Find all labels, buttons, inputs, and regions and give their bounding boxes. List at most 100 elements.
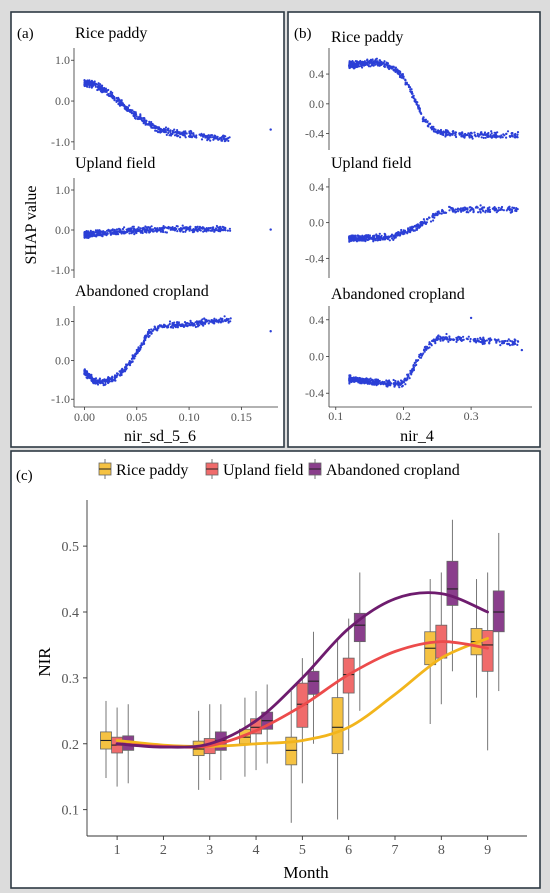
point xyxy=(186,322,189,325)
point xyxy=(224,139,227,142)
point xyxy=(466,207,469,210)
point xyxy=(213,320,216,323)
point xyxy=(83,234,86,237)
point xyxy=(90,376,93,379)
point xyxy=(123,226,126,229)
point xyxy=(169,132,172,135)
y-tick-label: 1.0 xyxy=(55,183,70,197)
point xyxy=(150,229,153,232)
point xyxy=(99,382,102,385)
point xyxy=(133,354,136,357)
point xyxy=(471,135,474,138)
point xyxy=(499,136,502,139)
trend-curve xyxy=(115,591,489,749)
point xyxy=(203,134,206,137)
point xyxy=(511,132,514,135)
point xyxy=(176,225,179,228)
point xyxy=(461,208,464,211)
point xyxy=(375,378,378,381)
point xyxy=(430,128,433,131)
point xyxy=(507,338,510,341)
point xyxy=(204,321,207,324)
x-tick-label: 0.10 xyxy=(179,410,200,424)
point xyxy=(174,325,177,328)
point xyxy=(445,129,448,132)
point xyxy=(423,350,426,353)
point xyxy=(125,231,128,234)
point xyxy=(436,338,439,341)
point xyxy=(475,339,479,343)
point xyxy=(111,378,114,381)
point xyxy=(120,101,123,104)
point xyxy=(363,379,366,382)
subplot-title: Rice paddy xyxy=(75,25,147,42)
point xyxy=(103,378,106,381)
point xyxy=(427,216,431,219)
point xyxy=(358,380,361,383)
points xyxy=(83,224,272,239)
point xyxy=(432,127,436,130)
point xyxy=(170,227,173,230)
point xyxy=(409,88,412,91)
point xyxy=(463,135,466,138)
point xyxy=(89,80,92,84)
point xyxy=(469,316,473,320)
point xyxy=(511,206,514,209)
point xyxy=(423,119,426,122)
point xyxy=(372,240,375,243)
point xyxy=(399,234,402,237)
point xyxy=(151,228,155,231)
point xyxy=(459,338,462,342)
point xyxy=(410,369,413,373)
point xyxy=(361,66,364,69)
point xyxy=(432,125,435,128)
point xyxy=(511,341,514,345)
point xyxy=(123,230,126,233)
legend-label: Abandoned cropland xyxy=(326,462,460,479)
point xyxy=(501,136,504,139)
point xyxy=(377,62,380,65)
point xyxy=(143,228,146,231)
point xyxy=(173,128,176,131)
point xyxy=(485,339,488,342)
point xyxy=(348,381,351,384)
point xyxy=(126,363,129,366)
point xyxy=(192,228,195,231)
x-tick-label: 3 xyxy=(206,843,213,858)
point xyxy=(414,225,417,228)
point xyxy=(192,132,195,135)
y-tick-label: 0.0 xyxy=(55,94,70,108)
point xyxy=(173,134,177,137)
point xyxy=(147,226,150,229)
point xyxy=(139,227,142,230)
point xyxy=(442,338,446,341)
point xyxy=(175,133,178,136)
point xyxy=(95,233,98,236)
point xyxy=(139,346,143,349)
point xyxy=(350,380,353,384)
point xyxy=(192,134,195,137)
point xyxy=(84,372,87,375)
point xyxy=(420,356,423,359)
point xyxy=(379,383,382,386)
point xyxy=(348,63,351,67)
point xyxy=(415,363,418,366)
point xyxy=(202,230,205,233)
point xyxy=(156,329,159,332)
point xyxy=(434,340,437,343)
point xyxy=(139,229,142,232)
point xyxy=(373,380,376,383)
point xyxy=(96,231,99,234)
point xyxy=(387,383,390,386)
point xyxy=(164,126,168,129)
point xyxy=(455,135,458,139)
point xyxy=(89,229,92,232)
point xyxy=(223,135,226,138)
point xyxy=(113,228,116,231)
y-tick-label: 0.0 xyxy=(55,223,70,237)
point xyxy=(143,117,146,120)
point xyxy=(182,131,185,134)
point xyxy=(354,64,357,67)
point xyxy=(400,228,403,232)
point xyxy=(128,232,131,235)
